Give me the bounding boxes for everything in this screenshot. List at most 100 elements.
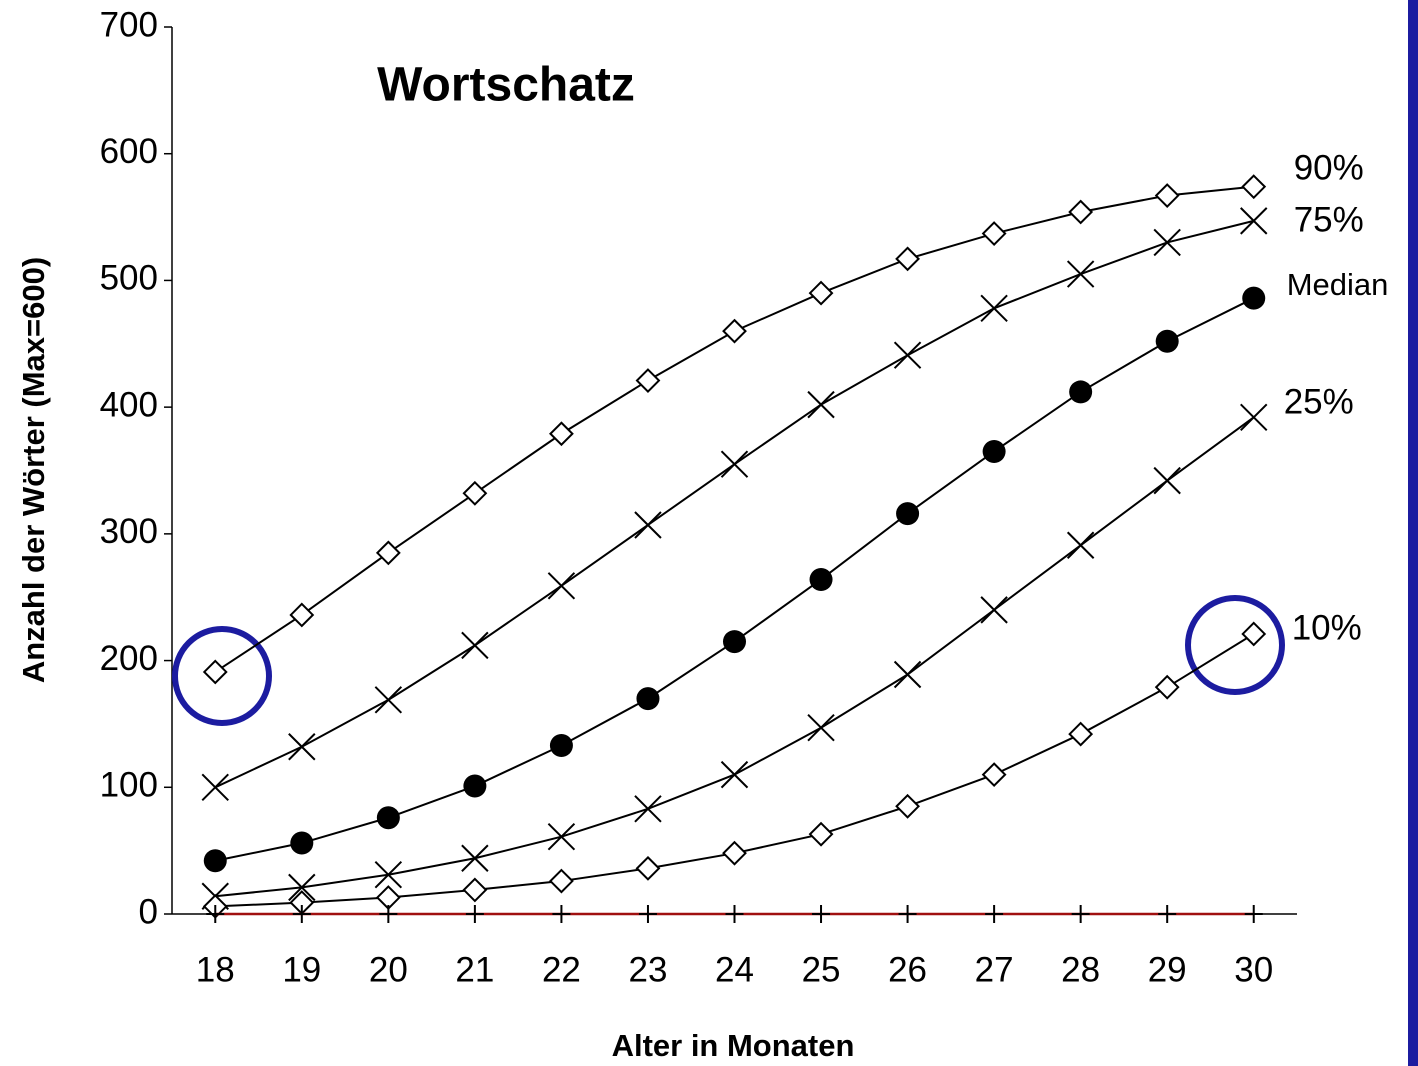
marker: [809, 567, 833, 591]
marker: [547, 822, 576, 851]
marker: [982, 439, 1006, 463]
marker: [206, 905, 225, 923]
series-label: 25%: [1284, 382, 1354, 421]
marker: [636, 687, 660, 711]
marker: [1155, 329, 1179, 353]
marker: [379, 905, 398, 923]
marker: [203, 849, 227, 873]
y-tick-label: 300: [100, 512, 158, 551]
marker: [462, 480, 488, 506]
y-axis-label: Anzahl der Wörter (Max=600): [16, 257, 51, 683]
y-tick-label: 200: [100, 639, 158, 678]
marker: [376, 806, 400, 830]
x-tick-label: 19: [282, 950, 321, 989]
chart-title: Wortschatz: [377, 59, 635, 112]
marker: [896, 502, 920, 526]
series-label: Median: [1287, 267, 1389, 302]
series-line: [215, 297, 1255, 862]
marker: [549, 733, 573, 757]
marker: [722, 840, 747, 866]
marker: [1071, 905, 1090, 923]
marker: [638, 905, 657, 923]
series-label: 10%: [1292, 608, 1362, 647]
marker: [723, 630, 746, 654]
marker: [807, 390, 835, 419]
x-tick-label: 20: [369, 950, 408, 989]
marker: [808, 280, 834, 306]
marker: [290, 831, 314, 855]
marker: [1154, 183, 1180, 208]
marker: [288, 733, 316, 761]
y-tick-label: 700: [100, 5, 158, 44]
side-bar: [1408, 0, 1418, 1066]
marker: [549, 868, 574, 894]
marker: [1066, 531, 1095, 559]
marker: [462, 877, 488, 903]
x-tick-label: 25: [802, 950, 841, 989]
marker: [980, 294, 1008, 323]
y-tick-label: 100: [100, 766, 158, 805]
x-tick-label: 21: [455, 950, 494, 989]
marker: [635, 368, 661, 393]
y-tick-label: 600: [100, 132, 158, 171]
marker: [722, 318, 747, 344]
highlight-circle: [172, 626, 272, 726]
marker: [1241, 621, 1267, 647]
marker: [898, 905, 917, 923]
marker: [895, 246, 920, 272]
x-tick-label: 24: [715, 950, 754, 989]
marker: [981, 221, 1007, 246]
marker: [463, 774, 487, 798]
marker: [1153, 228, 1181, 257]
marker: [980, 596, 1008, 624]
marker: [807, 714, 835, 742]
marker: [1244, 905, 1263, 923]
marker: [461, 844, 489, 872]
marker: [552, 905, 571, 923]
marker: [1153, 466, 1181, 495]
marker: [893, 341, 922, 369]
marker: [1240, 207, 1268, 235]
marker: [895, 793, 920, 819]
y-tick-label: 500: [100, 259, 158, 298]
marker: [635, 855, 661, 881]
marker: [202, 659, 228, 685]
marker: [812, 905, 831, 923]
x-tick-label: 27: [975, 950, 1014, 989]
marker: [1241, 174, 1267, 200]
marker: [465, 905, 484, 923]
marker: [1242, 286, 1266, 310]
marker: [375, 540, 401, 566]
marker: [720, 760, 749, 789]
y-tick-label: 0: [139, 892, 158, 931]
marker: [201, 773, 229, 801]
marker: [1069, 380, 1093, 404]
marker: [374, 861, 403, 889]
x-axis-label: Alter in Monaten: [612, 1028, 855, 1063]
marker: [289, 602, 315, 628]
marker: [985, 905, 1004, 923]
x-tick-label: 23: [628, 950, 667, 989]
highlight-circle: [1185, 595, 1285, 695]
marker: [634, 511, 662, 539]
marker: [1066, 260, 1095, 288]
marker: [720, 450, 749, 478]
marker: [1240, 403, 1268, 431]
marker: [1158, 905, 1177, 923]
marker: [808, 821, 834, 847]
series-line: [214, 219, 1254, 789]
marker: [292, 905, 311, 923]
series-label: 75%: [1294, 200, 1364, 239]
marker: [725, 905, 744, 923]
marker: [1068, 721, 1094, 747]
series-line: [215, 416, 1255, 898]
x-tick-label: 30: [1234, 950, 1273, 989]
marker: [893, 660, 922, 689]
marker: [981, 762, 1007, 788]
series-line: [214, 185, 1254, 673]
marker: [461, 631, 489, 660]
series-label: 90%: [1294, 148, 1364, 187]
marker: [547, 572, 576, 600]
marker: [1154, 674, 1180, 700]
